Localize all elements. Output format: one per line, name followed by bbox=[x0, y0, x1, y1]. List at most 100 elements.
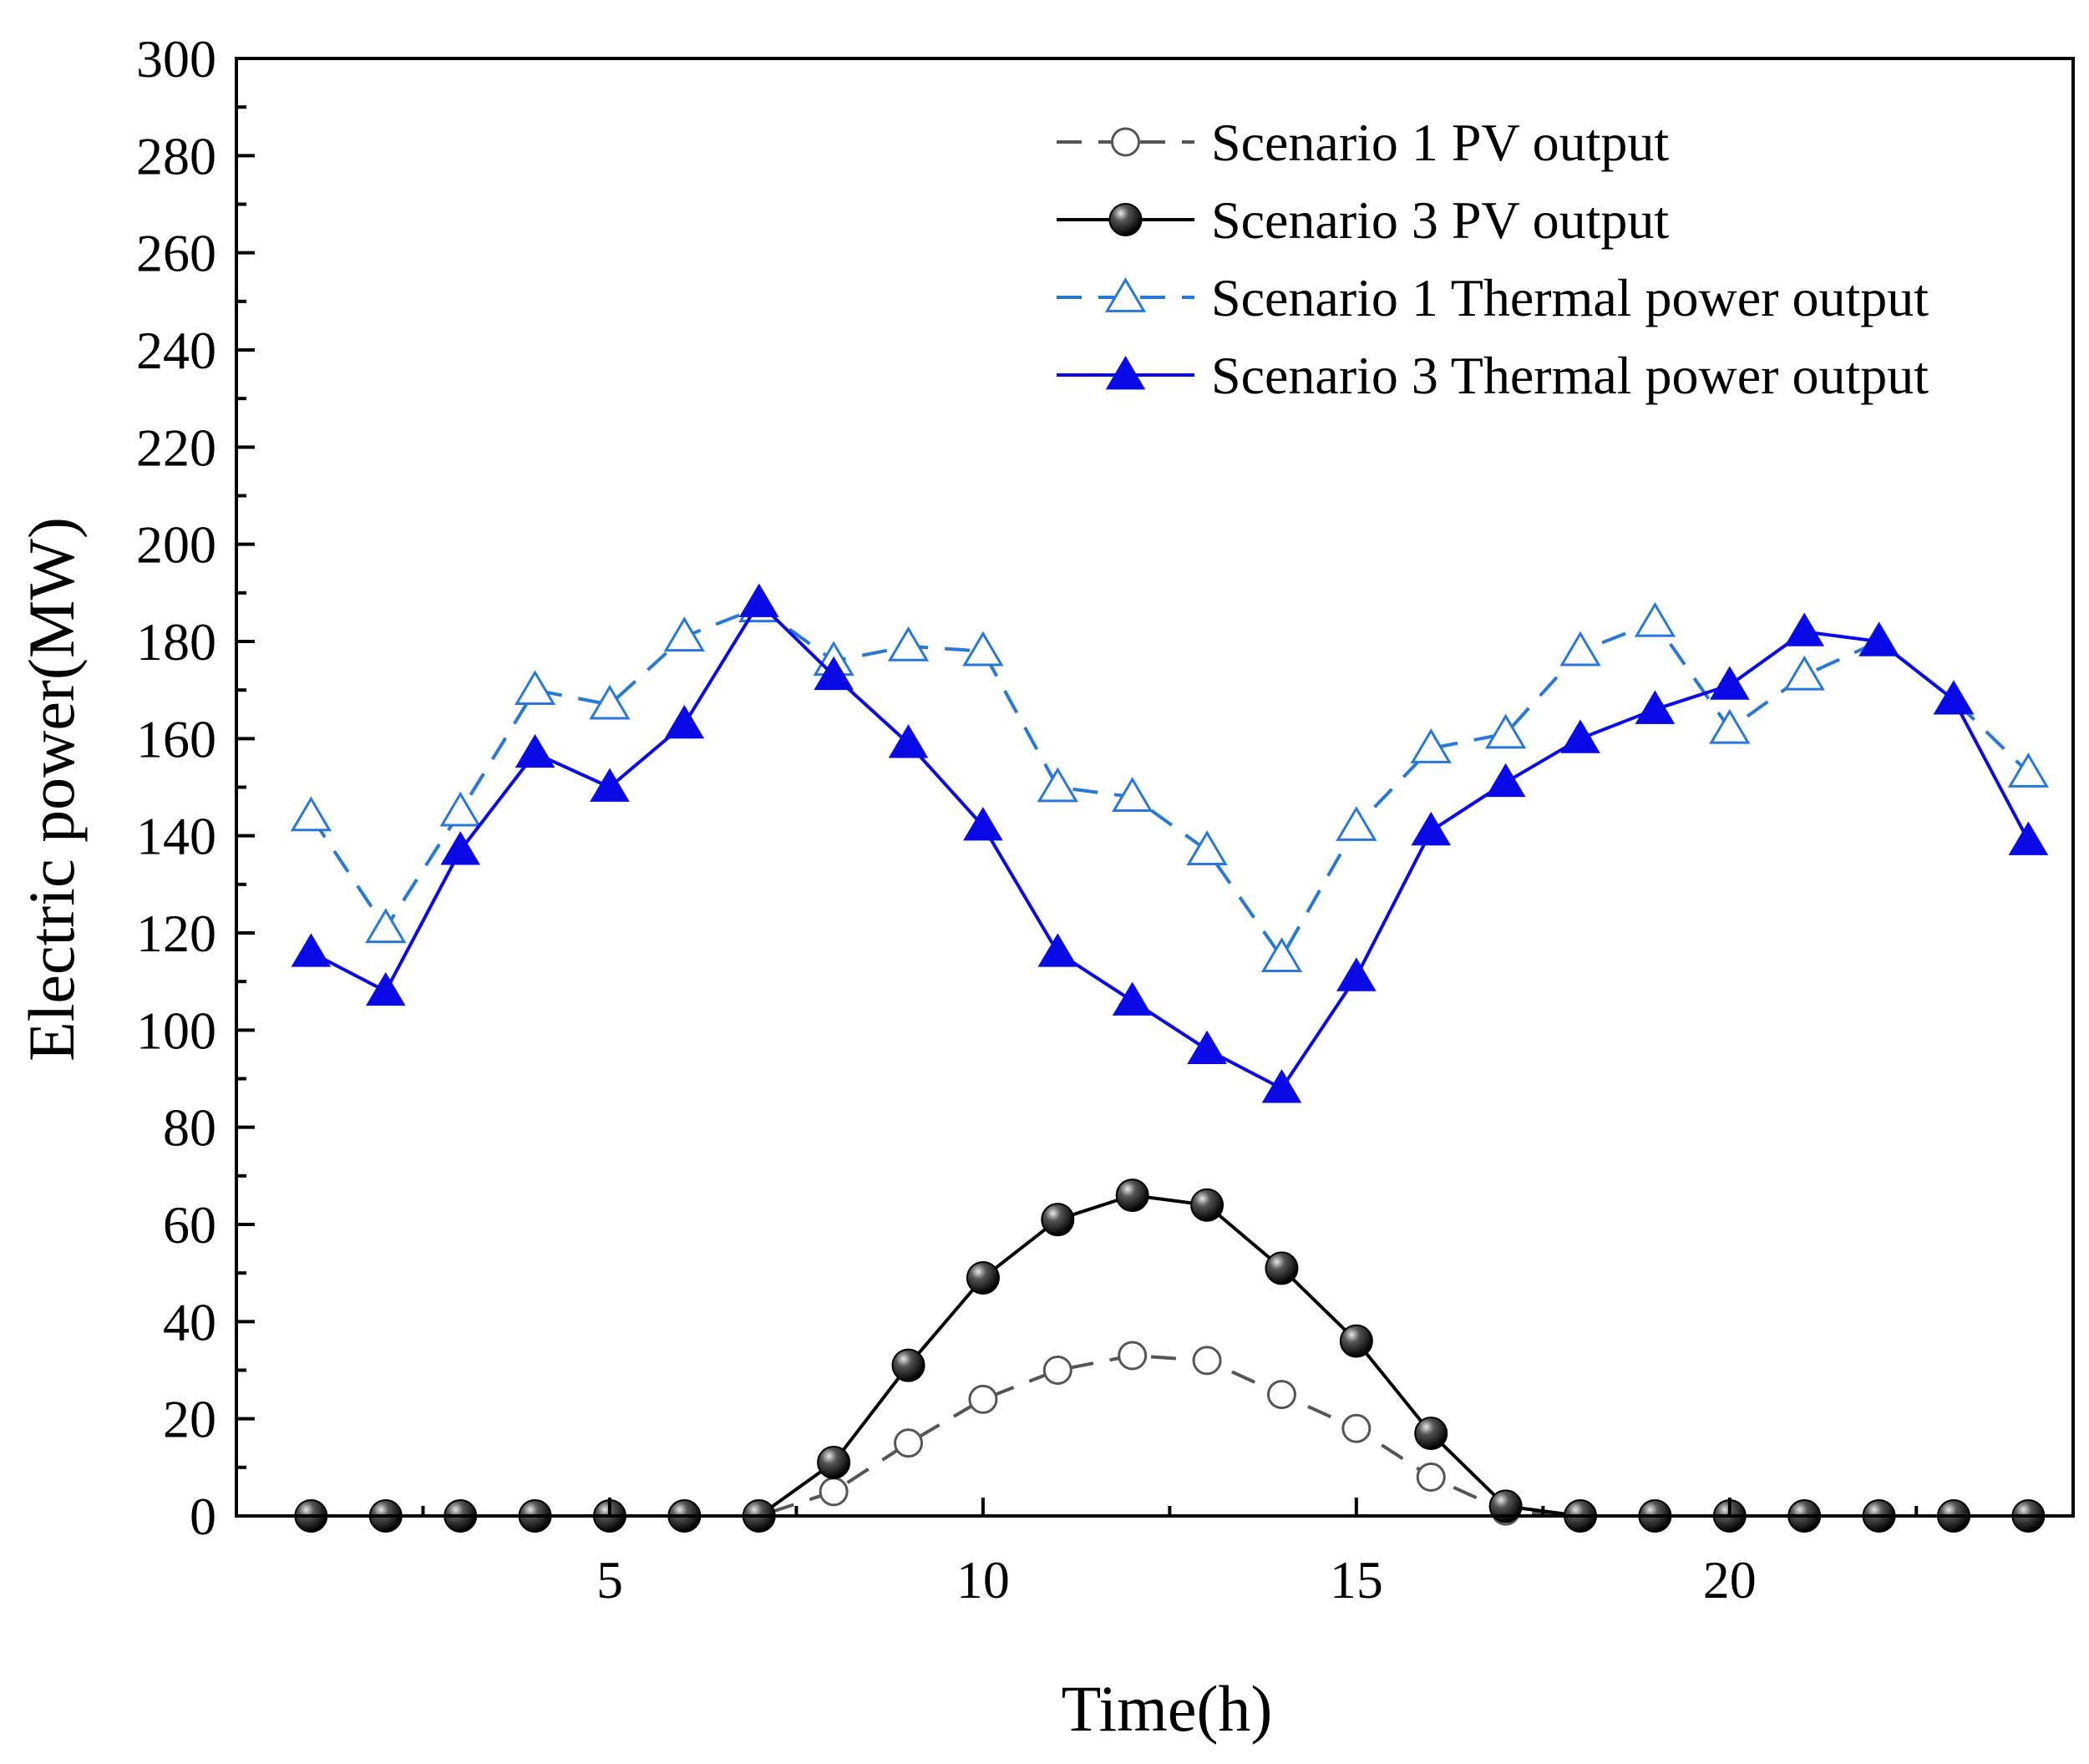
series-4-point bbox=[1187, 1030, 1227, 1064]
series-3-point bbox=[2007, 753, 2050, 788]
series-2-point bbox=[1339, 1324, 1373, 1358]
series-4-point bbox=[1485, 763, 1526, 798]
y-tick-label: 60 bbox=[163, 1195, 216, 1255]
x-tick-label: 5 bbox=[596, 1550, 623, 1609]
x-axis-title: Time(h) bbox=[1062, 1672, 1273, 1745]
series-1-point bbox=[894, 1428, 924, 1458]
series-3-point bbox=[290, 796, 332, 832]
legend-label: Scenario 3 Thermal power output bbox=[1211, 346, 1929, 405]
series-1-point bbox=[1416, 1462, 1446, 1492]
series-1-point bbox=[1118, 1341, 1148, 1371]
legend-item: Scenario 3 PV output bbox=[1057, 190, 1669, 250]
y-tick-label: 160 bbox=[136, 709, 216, 768]
series-1-line bbox=[311, 1354, 2029, 1518]
series-1-point bbox=[1192, 1346, 1222, 1376]
series-3-point bbox=[589, 684, 631, 720]
series-3-point bbox=[1484, 713, 1527, 749]
series-4-point bbox=[814, 656, 854, 691]
series-3-point bbox=[365, 908, 407, 944]
series-4-point bbox=[1858, 622, 1899, 656]
series-4-point bbox=[963, 807, 1003, 841]
series-4-point bbox=[365, 971, 406, 1006]
series-2-point bbox=[1488, 1489, 1523, 1523]
series-2 bbox=[294, 1179, 2046, 1533]
y-tick-label: 0 bbox=[190, 1487, 216, 1546]
series-4-point bbox=[888, 724, 929, 758]
series-4-line bbox=[310, 601, 2031, 1091]
x-tick-label: 20 bbox=[1703, 1550, 1757, 1609]
series-4-point bbox=[440, 831, 480, 865]
legend-item: Scenario 1 Thermal power output bbox=[1057, 268, 1929, 327]
y-tick-label: 20 bbox=[163, 1390, 216, 1449]
series-4-point bbox=[738, 583, 779, 617]
legend-marker bbox=[1105, 356, 1146, 390]
series-2-point bbox=[891, 1348, 925, 1382]
legend-item: Scenario 3 Thermal power output bbox=[1057, 346, 1929, 405]
plot-area bbox=[290, 583, 2050, 1533]
series-3-point bbox=[1336, 806, 1377, 841]
y-axis-title: Electric power(MW) bbox=[15, 517, 88, 1062]
series-1-point bbox=[1042, 1356, 1072, 1385]
series-4-point bbox=[515, 733, 555, 768]
series-2-point bbox=[817, 1446, 851, 1480]
series-4-point bbox=[291, 933, 332, 967]
series-1-point bbox=[819, 1477, 849, 1507]
series-3-point bbox=[1112, 777, 1154, 813]
series-4 bbox=[291, 583, 2049, 1103]
axes: 0 20 40 60 80 100 120 140 160 180 200 220 240 260 280 3… bbox=[136, 29, 2075, 1609]
series-1-point bbox=[968, 1384, 998, 1414]
series-4-point bbox=[590, 768, 630, 802]
legend-label: Scenario 1 PV output bbox=[1211, 113, 1669, 172]
series-4-point bbox=[1710, 666, 1750, 700]
series-1 bbox=[296, 1341, 2043, 1531]
series-2-point bbox=[1115, 1179, 1149, 1213]
series-3-point bbox=[514, 670, 556, 706]
series-3-point bbox=[1186, 830, 1228, 865]
y-tick-label: 40 bbox=[163, 1292, 216, 1351]
series-3-point bbox=[887, 626, 930, 662]
series-2-point bbox=[1041, 1203, 1075, 1237]
series-4-point bbox=[1784, 612, 1824, 646]
series-4-point bbox=[2008, 821, 2049, 855]
series-1-point bbox=[1341, 1413, 1372, 1443]
series-3-point bbox=[1037, 767, 1078, 803]
x-tick-label: 10 bbox=[956, 1550, 1010, 1609]
series-3-point bbox=[1260, 937, 1303, 972]
y-tick-label: 180 bbox=[136, 612, 216, 672]
legend-marker bbox=[1104, 277, 1147, 312]
series-4-point bbox=[1934, 680, 1974, 715]
series-2-point bbox=[966, 1260, 1000, 1295]
series-3-point bbox=[1783, 655, 1825, 691]
legend-label: Scenario 1 Thermal power output bbox=[1211, 268, 1929, 327]
y-tick-label: 280 bbox=[136, 126, 216, 185]
series-3-point bbox=[439, 791, 481, 827]
series-3-point bbox=[1634, 601, 1676, 637]
series-4-point bbox=[1336, 957, 1377, 991]
y-tick-label: 220 bbox=[136, 418, 216, 477]
y-tick-label: 200 bbox=[136, 515, 216, 575]
series-2-point bbox=[1190, 1188, 1224, 1222]
x-tick-label: 15 bbox=[1330, 1550, 1383, 1609]
series-2-point bbox=[1414, 1417, 1448, 1451]
series-3-point bbox=[1709, 708, 1751, 744]
y-tick-label: 80 bbox=[163, 1098, 216, 1158]
legend-marker bbox=[1108, 203, 1143, 236]
series-3-point bbox=[1410, 728, 1452, 763]
legend-label: Scenario 3 PV output bbox=[1211, 190, 1669, 250]
y-tick-label: 300 bbox=[136, 29, 216, 89]
y-tick-label: 120 bbox=[136, 904, 216, 963]
series-4-point bbox=[1037, 933, 1078, 967]
y-tick-label: 260 bbox=[136, 224, 216, 283]
series-4-point bbox=[1560, 719, 1600, 753]
series-3-point bbox=[962, 631, 1004, 667]
series-1-point bbox=[1266, 1380, 1296, 1410]
legend-marker bbox=[1111, 127, 1140, 157]
y-tick-label: 100 bbox=[136, 1001, 216, 1060]
legend: Scenario 1 PV output Scenario 3 PV output… bbox=[1057, 113, 1929, 405]
series-3-point bbox=[1559, 631, 1601, 667]
legend-item: Scenario 1 PV output bbox=[1057, 113, 1669, 172]
series-4-point bbox=[1411, 811, 1452, 846]
series-3-line bbox=[309, 606, 2030, 960]
